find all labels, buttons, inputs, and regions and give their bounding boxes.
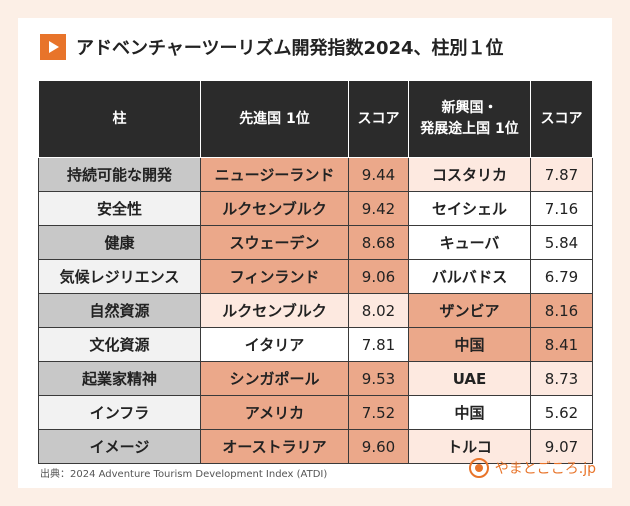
table-row: 文化資源 イタリア 7.81 中国 8.41 [38, 327, 593, 362]
play-icon [40, 34, 66, 60]
developing-score-cell: 7.16 [530, 191, 593, 226]
developed-score-cell: 8.02 [348, 293, 409, 328]
developing-country-cell: キューバ [408, 225, 531, 260]
developed-score-cell: 9.42 [348, 191, 409, 226]
table-row: 起業家精神 シンガポール 9.53 UAE 8.73 [38, 361, 593, 396]
developing-country-cell: ザンビア [408, 293, 531, 328]
developed-country-cell: シンガポール [200, 361, 349, 396]
header-developing: 新興国・ 発展途上国 1位 [408, 80, 531, 158]
developing-score-cell: 8.73 [530, 361, 593, 396]
developing-country-cell: UAE [408, 361, 531, 396]
ranking-table: 柱 先進国 1位 スコア 新興国・ 発展途上国 1位 スコア 持続可能な開発 ニュ… [38, 80, 593, 464]
developed-country-cell: オーストラリア [200, 429, 349, 464]
developed-score-cell: 9.60 [348, 429, 409, 464]
pillar-cell: 気候レジリエンス [38, 259, 201, 294]
table-row: 持続可能な開発 ニュージーランド 9.44 コスタリカ 7.87 [38, 157, 593, 192]
developing-country-cell: コスタリカ [408, 157, 531, 192]
pillar-cell: 起業家精神 [38, 361, 201, 396]
page-title: アドベンチャーツーリズム開発指数2024、柱別１位 [76, 38, 504, 59]
developing-country-cell: 中国 [408, 327, 531, 362]
table-row: 健康 スウェーデン 8.68 キューバ 5.84 [38, 225, 593, 260]
developed-score-cell: 9.44 [348, 157, 409, 192]
table-row: 安全性 ルクセンブルク 9.42 セイシェル 7.16 [38, 191, 593, 226]
developing-score-cell: 5.62 [530, 395, 593, 430]
title-row: アドベンチャーツーリズム開発指数2024、柱別１位 [40, 34, 504, 60]
developing-score-cell: 6.79 [530, 259, 593, 294]
header-developed: 先進国 1位 [200, 80, 349, 158]
header-pillar: 柱 [38, 80, 201, 158]
pillar-cell: イメージ [38, 429, 201, 464]
table-body: 持続可能な開発 ニュージーランド 9.44 コスタリカ 7.87 安全性 ルクセンブルク 9.… [38, 157, 593, 464]
developing-country-cell: バルバドス [408, 259, 531, 294]
brand-logo-icon [468, 458, 489, 478]
pillar-cell: 文化資源 [38, 327, 201, 362]
developing-country-cell: セイシェル [408, 191, 531, 226]
pillar-cell: インフラ [38, 395, 201, 430]
developed-country-cell: アメリカ [200, 395, 349, 430]
table-row: 自然資源 ルクセンブルク 8.02 ザンビア 8.16 [38, 293, 593, 328]
infographic-card: アドベンチャーツーリズム開発指数2024、柱別１位 柱 先進国 1位 スコア 新… [18, 18, 612, 488]
developed-score-cell: 8.68 [348, 225, 409, 260]
pillar-cell: 自然資源 [38, 293, 201, 328]
brand-logo: やまとごころ.jp [468, 458, 596, 478]
developing-score-cell: 8.16 [530, 293, 593, 328]
header-developing-line2: 発展途上国 1位 [420, 121, 519, 137]
developed-country-cell: ルクセンブルク [200, 191, 349, 226]
developed-country-cell: フィンランド [200, 259, 349, 294]
developing-score-cell: 9.07 [530, 429, 593, 464]
developed-score-cell: 7.52 [348, 395, 409, 430]
developing-country-cell: トルコ [408, 429, 531, 464]
developed-country-cell: ルクセンブルク [200, 293, 349, 328]
developed-country-cell: イタリア [200, 327, 349, 362]
brand-name: やまとごころ.jp [494, 461, 596, 477]
developed-country-cell: スウェーデン [200, 225, 349, 260]
table-row: インフラ アメリカ 7.52 中国 5.62 [38, 395, 593, 430]
pillar-cell: 安全性 [38, 191, 201, 226]
table-row: イメージ オーストラリア 9.60 トルコ 9.07 [38, 429, 593, 464]
developing-country-cell: 中国 [408, 395, 531, 430]
table-row: 気候レジリエンス フィンランド 9.06 バルバドス 6.79 [38, 259, 593, 294]
developing-score-cell: 7.87 [530, 157, 593, 192]
developing-score-cell: 5.84 [530, 225, 593, 260]
pillar-cell: 持続可能な開発 [38, 157, 201, 192]
header-developing-line1: 新興国・ [441, 100, 498, 116]
source-note: 出典：2024 Adventure Tourism Development In… [40, 469, 328, 480]
developed-score-cell: 7.81 [348, 327, 409, 362]
developing-score-cell: 8.41 [530, 327, 593, 362]
developed-score-cell: 9.53 [348, 361, 409, 396]
pillar-cell: 健康 [38, 225, 201, 260]
developed-score-cell: 9.06 [348, 259, 409, 294]
table-header-row: 柱 先進国 1位 スコア 新興国・ 発展途上国 1位 スコア [38, 80, 593, 158]
header-score-developing: スコア [530, 80, 593, 158]
header-score-developed: スコア [348, 80, 409, 158]
developed-country-cell: ニュージーランド [200, 157, 349, 192]
